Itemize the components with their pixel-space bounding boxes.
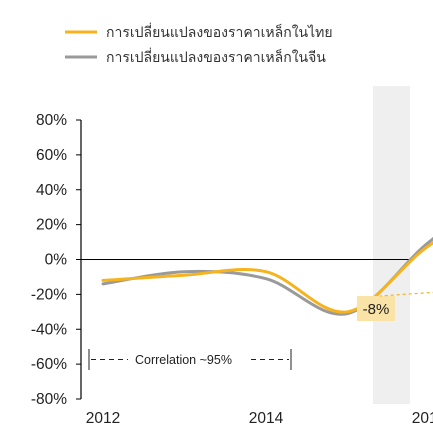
series-line-thai	[101, 240, 433, 314]
x-tick-label: 2014	[249, 410, 284, 427]
legend: การเปลี่ยนแปลงของราคาเหล็กในไทย การเปลี่…	[65, 23, 333, 66]
y-tick-label: -40%	[31, 321, 67, 338]
y-tick-label: 0%	[45, 252, 68, 269]
data-label-group: -8%	[357, 291, 433, 321]
y-tick-label: -60%	[31, 356, 67, 373]
legend-label-thai: การเปลี่ยนแปลงของราคาเหล็กในไทย	[106, 23, 333, 41]
legend-label-china: การเปลี่ยนแปลงของราคาเหล็กในจีน	[106, 48, 326, 66]
series-layer	[101, 236, 433, 316]
data-label-text: -8%	[363, 301, 390, 318]
correlation-label: Correlation ~95%	[135, 353, 232, 367]
y-tick-label: 60%	[36, 147, 67, 164]
forecast-shade	[373, 86, 410, 404]
y-tick-label: 20%	[36, 217, 67, 234]
x-axis: 2012201420162018E	[86, 410, 433, 427]
x-tick-label: 2012	[86, 410, 120, 427]
y-tick-label: 80%	[36, 112, 67, 129]
data-label-background	[357, 296, 395, 321]
correlation-annotation: Correlation ~95%	[88, 349, 292, 370]
y-tick-label: -80%	[31, 391, 67, 408]
y-tick-label: -20%	[31, 286, 67, 303]
x-tick-label: 2016	[412, 410, 433, 427]
y-axis: 80% 60% 40% 20% 0% -20% -40% -60% -80%	[31, 112, 81, 408]
y-tick-label: 40%	[36, 182, 67, 199]
